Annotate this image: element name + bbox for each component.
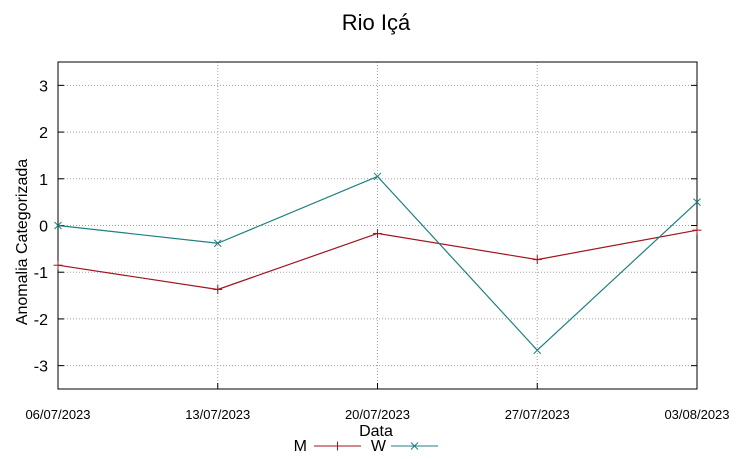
y-tick-label: 3 [39, 78, 48, 95]
data-point-m [213, 284, 223, 294]
y-tick-labels: 3 2 1 0 -1 -2 -3 [34, 78, 48, 375]
chart-title: Rio Içá [342, 10, 411, 35]
x-tick-label: 13/07/2023 [185, 407, 250, 422]
legend-label-w: W [371, 438, 387, 455]
legend-marker-w [410, 442, 419, 450]
x-tick-label: 03/08/2023 [664, 407, 729, 422]
data-point-w [54, 221, 62, 230]
x-tick-labels: 06/07/2023 13/07/2023 20/07/2023 27/07/2023… [25, 407, 729, 422]
y-axis-label: Anomalia Categorizada [14, 159, 31, 325]
legend-marker-w-glyph [410, 442, 419, 450]
x-tick-label: 27/07/2023 [505, 407, 570, 422]
y-tick-label: 1 [39, 172, 48, 189]
x-tick-label: 20/07/2023 [345, 407, 410, 422]
legend: M W [294, 438, 438, 455]
y-tick-label: 2 [39, 125, 48, 142]
x-axis-label: Data [359, 423, 393, 440]
data-point-m [53, 260, 63, 270]
legend-marker-m-glyph [333, 441, 342, 451]
data-point-w [213, 239, 222, 248]
y-tick-label: 0 [39, 219, 48, 236]
data-point-m [532, 255, 542, 265]
grid-lines [57, 62, 698, 389]
x-tick-label: 06/07/2023 [25, 407, 90, 422]
data-point-m [373, 228, 382, 238]
legend-marker-m [333, 441, 342, 451]
data-point-m [692, 225, 702, 235]
data-point-w [373, 172, 382, 181]
data-point-w [693, 198, 701, 206]
y-tick-label: -3 [34, 359, 48, 376]
legend-label-m: M [294, 438, 307, 455]
y-tick-label: -2 [34, 312, 48, 329]
series-layer [53, 172, 702, 355]
data-point-w [533, 346, 542, 355]
y-tick-label: -1 [34, 265, 48, 282]
